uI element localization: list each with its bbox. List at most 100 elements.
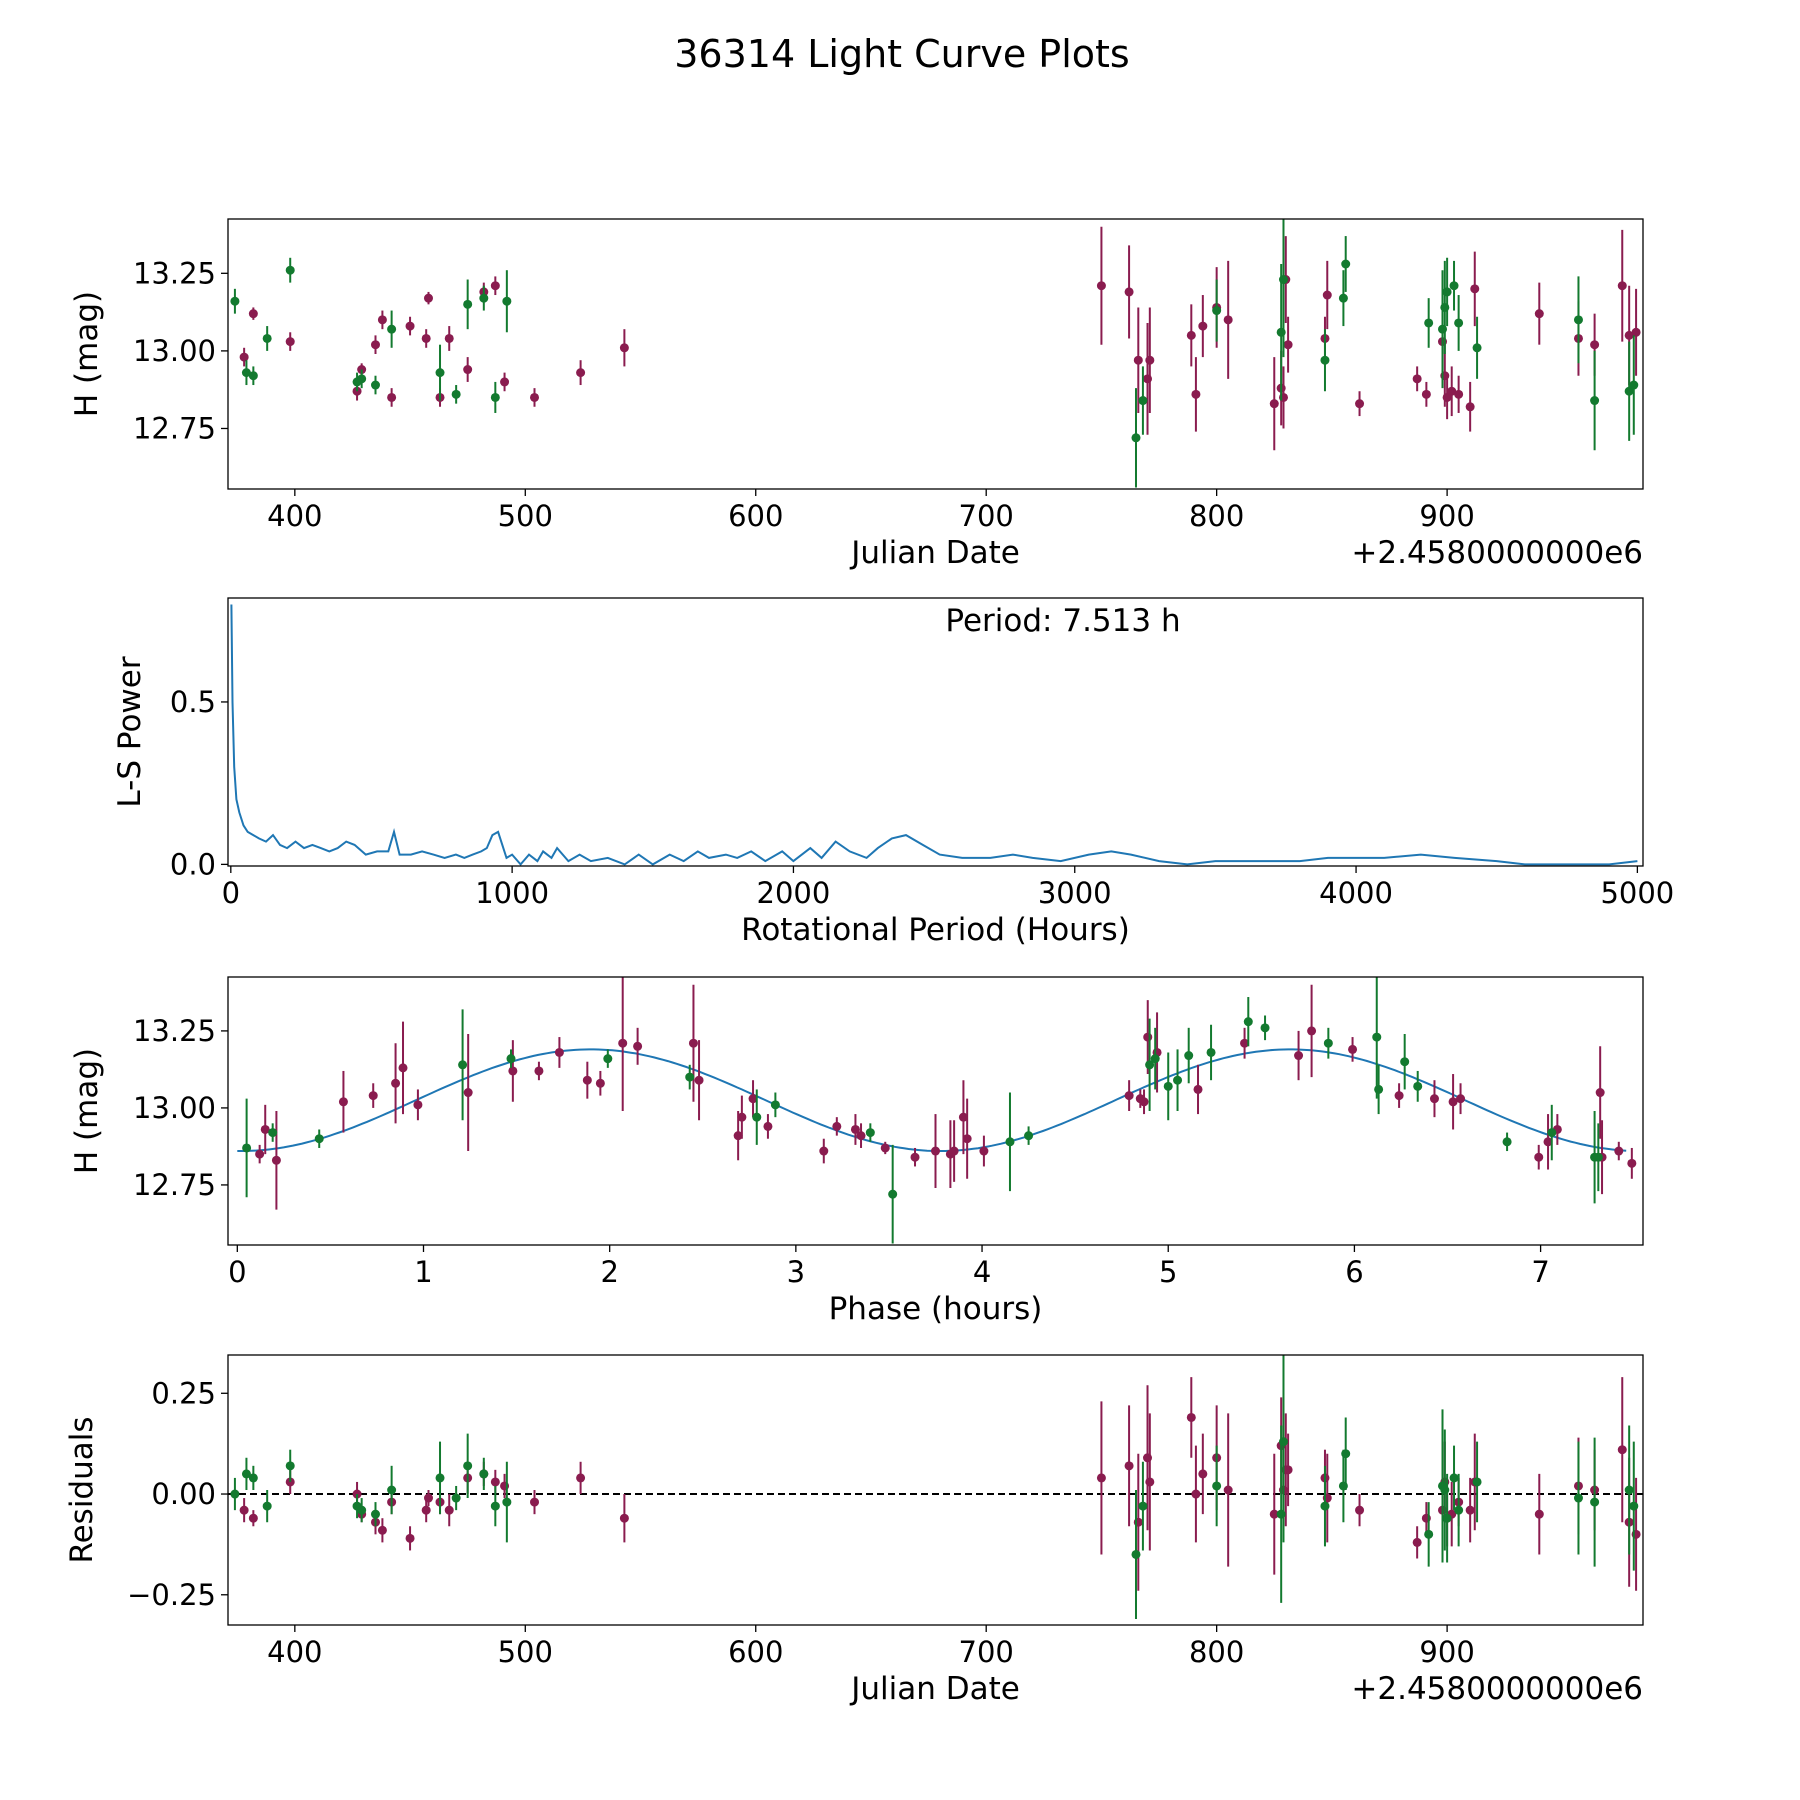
data-point [1145, 355, 1155, 365]
data-point [1341, 1449, 1351, 1459]
data-point [248, 1473, 258, 1483]
x-tick-label: 0 [222, 876, 240, 910]
data-point [1124, 1461, 1134, 1471]
data-point [1163, 1081, 1173, 1091]
data-point [619, 1513, 629, 1523]
data-point [421, 333, 431, 343]
data-point [370, 380, 380, 390]
data-point [1543, 1137, 1553, 1147]
data-point [502, 296, 512, 306]
residuals-axes-frame [227, 1354, 1644, 1626]
data-point [1631, 327, 1641, 337]
data-point [413, 1100, 423, 1110]
data-point [1260, 1023, 1270, 1033]
data-point [1400, 1057, 1410, 1067]
data-point [694, 1075, 704, 1085]
data-point [423, 293, 433, 303]
y-tick-label: 13.00 [133, 1091, 216, 1125]
data-point [1547, 1128, 1557, 1138]
data-point [377, 315, 387, 325]
data-point [230, 296, 240, 306]
data-point [752, 1112, 762, 1122]
data-point [451, 1493, 461, 1503]
data-point [444, 333, 454, 343]
data-point [463, 1088, 473, 1098]
data-point [314, 1134, 324, 1144]
data-point [1338, 293, 1348, 303]
period-annotation: Period: 7.513 h [945, 603, 1180, 639]
data-point [880, 1143, 890, 1153]
subplot-phased: 0 1 2 3 4 5 6 7 12.75 13.00 13.25 Phase (hours) H (m… [69, 976, 1644, 1327]
data-point [1534, 1509, 1544, 1519]
data-point [1573, 1493, 1583, 1503]
data-point [1348, 1044, 1358, 1054]
y-tick-label: 0.00 [151, 1477, 216, 1511]
data-point [1223, 315, 1233, 325]
data-point [619, 343, 629, 353]
data-point [1240, 1038, 1250, 1048]
data-point [1005, 1137, 1015, 1147]
data-point [1447, 386, 1457, 396]
data-point [435, 368, 445, 378]
data-point [576, 1473, 586, 1483]
data-point [603, 1054, 613, 1064]
data-point [832, 1121, 842, 1131]
data-point [1465, 402, 1475, 412]
x-tick-label: 500 [498, 499, 553, 533]
data-point [1534, 1152, 1544, 1162]
data-point [1502, 1137, 1512, 1147]
data-point [1355, 399, 1365, 409]
residuals-y-axis-label: Residuals [64, 1416, 100, 1563]
x-tick-label: 1000 [475, 876, 549, 910]
data-point [241, 368, 251, 378]
data-point [1412, 1537, 1422, 1547]
x-tick-label: 600 [728, 1635, 783, 1669]
data-point [1096, 1473, 1106, 1483]
data-point [463, 1461, 473, 1471]
x-tick-label: 700 [959, 499, 1014, 533]
data-point [1456, 1094, 1466, 1104]
data-point [763, 1121, 773, 1131]
data-point [1212, 1481, 1222, 1491]
x-tick-label: 7 [1531, 1255, 1549, 1289]
x-tick-label: 6 [1345, 1255, 1363, 1289]
data-point [618, 1038, 628, 1048]
data-point [534, 1066, 544, 1076]
data-point [1448, 1097, 1458, 1107]
x-tick-label: 3000 [1038, 876, 1112, 910]
data-point [370, 1509, 380, 1519]
series-series-b [230, 219, 1639, 488]
data-point [1173, 1075, 1183, 1085]
x-tick-label: 400 [267, 1635, 322, 1669]
data-point [1186, 1412, 1196, 1422]
data-point [1593, 1152, 1603, 1162]
data-point [1143, 1032, 1153, 1042]
data-point [1442, 392, 1452, 402]
data-point [1424, 318, 1434, 328]
y-tick-label: 12.75 [133, 1168, 216, 1202]
data-point [979, 1146, 989, 1156]
data-point [910, 1152, 920, 1162]
x-tick-label: 1 [414, 1255, 432, 1289]
data-point [530, 1497, 540, 1507]
data-point [1424, 1529, 1434, 1539]
x-tick-label: 700 [959, 1635, 1014, 1669]
data-point [241, 1469, 251, 1479]
data-point [262, 1501, 272, 1511]
data-point [1449, 1473, 1459, 1483]
data-point [1617, 281, 1627, 291]
data-point [1138, 396, 1148, 406]
data-point [1131, 433, 1141, 443]
data-point [1454, 389, 1464, 399]
data-point [1534, 309, 1544, 319]
data-point [1472, 1477, 1482, 1487]
x-offset-text: +2.4580000000e6 [1351, 535, 1643, 571]
x-tick-label: 5000 [1600, 876, 1674, 910]
data-point [1278, 275, 1288, 285]
data-point [888, 1189, 898, 1199]
phased-axes-frame [227, 976, 1644, 1246]
x-tick-label: 5 [1159, 1255, 1177, 1289]
data-point [554, 1047, 564, 1057]
